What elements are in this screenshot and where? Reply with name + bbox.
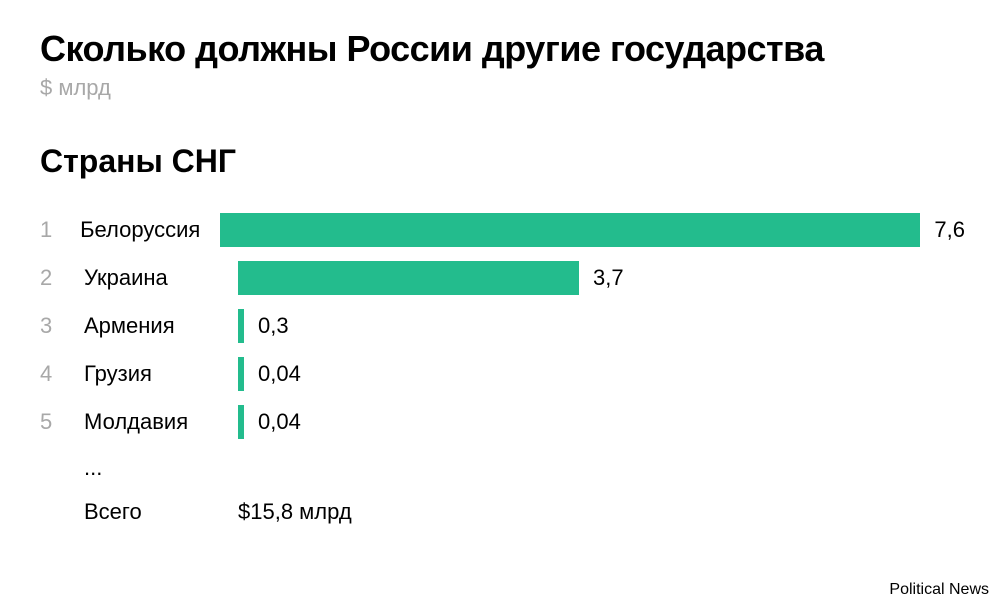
- bar-rows: 1Белоруссия 7,6 2Украина 3,7 3Армения 0,3 4Гру…: [40, 206, 965, 446]
- rank-number: 4: [40, 361, 84, 387]
- bar-area: 3,7: [238, 261, 965, 295]
- section-title: Страны СНГ: [40, 143, 965, 180]
- rank-number: 2: [40, 265, 84, 291]
- row-label: Украина: [84, 265, 238, 291]
- bar: [238, 405, 244, 439]
- ellipsis-row: ...: [40, 446, 965, 490]
- bar-area: 0,3: [238, 309, 965, 343]
- total-label: Всего: [84, 499, 238, 525]
- row-value: 3,7: [593, 265, 624, 291]
- bar: [238, 309, 244, 343]
- rank-number: 3: [40, 313, 84, 339]
- bar-row: 2Украина 3,7: [40, 254, 965, 302]
- bar-area: 0,04: [238, 405, 965, 439]
- row-value: 0,04: [258, 361, 301, 387]
- bar: [220, 213, 920, 247]
- bar-area: 0,04: [238, 357, 965, 391]
- total-value: $15,8 млрд: [238, 499, 352, 525]
- row-label: Армения: [84, 313, 238, 339]
- rank-number: 5: [40, 409, 84, 435]
- bar-row: 5Молдавия 0,04: [40, 398, 965, 446]
- row-label: Белоруссия: [80, 217, 220, 243]
- bar: [238, 261, 579, 295]
- row-value: 0,3: [258, 313, 289, 339]
- bar-row: 1Белоруссия 7,6: [40, 206, 965, 254]
- ellipsis: ...: [84, 455, 102, 481]
- credit-label: Political News: [889, 581, 989, 599]
- bar-row: 3Армения 0,3: [40, 302, 965, 350]
- row-value: 0,04: [258, 409, 301, 435]
- rank-number: 1: [40, 217, 80, 243]
- row-value: 7,6: [934, 217, 965, 243]
- bar-row: 4Грузия 0,04: [40, 350, 965, 398]
- bar-area: 7,6: [220, 213, 965, 247]
- chart-container: Сколько должны России другие государства…: [0, 0, 1005, 611]
- bar: [238, 357, 244, 391]
- row-label: Грузия: [84, 361, 238, 387]
- total-row: Всего $15,8 млрд: [40, 490, 965, 534]
- unit-label: $ млрд: [40, 75, 965, 101]
- row-label: Молдавия: [84, 409, 238, 435]
- main-title: Сколько должны России другие государства: [40, 28, 965, 69]
